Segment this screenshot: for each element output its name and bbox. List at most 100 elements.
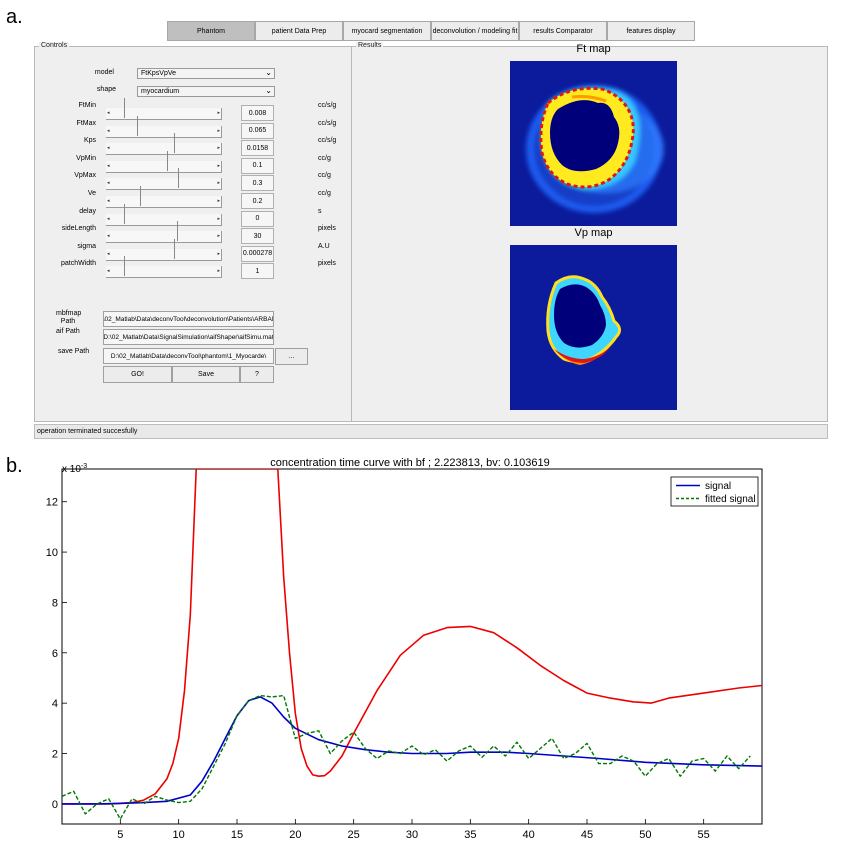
param-value-ftmax[interactable]: 0.065 (241, 122, 274, 139)
mbfmap-path-field[interactable]: D:\02_Matlab\Data\deconvTool\deconvoluti… (103, 311, 274, 327)
tab-patient-data-prep[interactable]: patient Data Prep (255, 21, 343, 41)
slider-right-arrow-icon[interactable]: ▸ (217, 110, 220, 116)
param-slider-vpmin[interactable]: ◂ ▸ (106, 150, 222, 173)
controls-title: Controls (39, 42, 70, 49)
y-tick-label: 10 (46, 547, 58, 559)
slider-right-arrow-icon[interactable]: ▸ (217, 127, 220, 134)
plot-area (61, 468, 763, 825)
param-slider-sidelength[interactable]: ◂ ▸ (106, 221, 222, 244)
save-button[interactable]: Save (172, 366, 240, 383)
go-button[interactable]: GO! (103, 366, 172, 383)
slider-left-arrow-icon[interactable]: ◂ (107, 250, 110, 257)
x-tick-label: 5 (117, 829, 123, 841)
slider-left-arrow-icon[interactable]: ◂ (107, 145, 110, 152)
param-unit-vpmin: cc/g (318, 154, 331, 162)
param-slider-ve[interactable]: ◂ ▸ (106, 186, 222, 208)
slider-left-arrow-icon[interactable]: ◂ (107, 268, 110, 275)
slider-thumb[interactable] (124, 256, 126, 277)
slider-thumb[interactable] (177, 221, 179, 242)
slider-right-arrow-icon[interactable]: ▸ (217, 145, 220, 152)
param-label-vpmin: VpMin (76, 154, 96, 162)
slider-left-arrow-icon[interactable]: ◂ (107, 215, 110, 222)
param-label-sigma: sigma (77, 242, 96, 250)
slider-thumb[interactable] (137, 115, 139, 136)
param-value-ve[interactable]: 0.2 (241, 193, 274, 209)
model-select[interactable]: FtKpsVpVe ⌄ (137, 68, 275, 79)
param-value-sigma[interactable]: 0.000278 (241, 245, 274, 262)
aif-path-field[interactable]: D:\02_Matlab\Data\SignalSimulation\aifSh… (103, 329, 274, 345)
slider-thumb[interactable] (178, 168, 180, 189)
slider-thumb[interactable] (124, 98, 126, 118)
tab-deconvolution[interactable]: deconvolution / modeling fit (431, 21, 519, 41)
slider-left-arrow-icon[interactable]: ◂ (107, 180, 110, 187)
slider-left-arrow-icon[interactable]: ◂ (107, 162, 110, 169)
param-value-kps[interactable]: 0.0158 (241, 140, 274, 157)
help-button[interactable]: ? (240, 366, 274, 383)
y-tick-label: 8 (52, 597, 58, 609)
figure-label-a: a. (6, 6, 23, 28)
browse-button[interactable]: ... (275, 348, 308, 365)
slider-right-arrow-icon[interactable]: ▸ (217, 198, 220, 204)
param-slider-ftmin[interactable]: ◂ ▸ (106, 98, 222, 120)
param-unit-ve: cc/g (318, 190, 331, 197)
slider-thumb[interactable] (140, 186, 142, 206)
param-unit-sidelength: pixels (318, 225, 336, 233)
mbfmap-path-label: mbfmap Path (56, 310, 81, 326)
param-slider-kps[interactable]: ◂ ▸ (106, 133, 222, 156)
shape-select[interactable]: myocardium ⌄ (137, 86, 275, 97)
param-slider-ftmax[interactable]: ◂ ▸ (106, 115, 222, 138)
model-label: model (94, 69, 114, 76)
x-tick-label: 40 (523, 829, 535, 841)
chart-legend: signal fitted signal (670, 476, 759, 507)
param-label-ve: Ve (87, 190, 96, 197)
x-tick-label: 20 (289, 829, 301, 841)
tab-phantom[interactable]: Phantom (167, 21, 255, 41)
slider-right-arrow-icon[interactable]: ▸ (217, 162, 220, 169)
param-unit-ftmax: cc/s/g (318, 119, 337, 127)
param-value-vpmax[interactable]: 0.3 (241, 175, 274, 192)
slider-thumb[interactable] (167, 150, 169, 171)
param-label-sidelength: sideLength (61, 225, 96, 233)
param-slider-delay[interactable]: ◂ ▸ (106, 203, 222, 226)
ft-map-title: Ft map (576, 43, 611, 55)
param-unit-patchwidth: pixels (318, 260, 336, 268)
param-value-vpmin[interactable]: 0.1 (241, 157, 274, 174)
mbfmap-path-label-line2: Path (60, 318, 76, 325)
slider-thumb[interactable] (174, 238, 176, 259)
slider-right-arrow-icon[interactable]: ▸ (217, 180, 220, 187)
y-tick-label: 6 (52, 648, 58, 660)
param-unit-kps: cc/s/g (318, 137, 337, 145)
param-unit-sigma: A.U (318, 242, 330, 250)
x-tick-label: 30 (406, 829, 418, 841)
ft-map-image (510, 61, 677, 226)
tab-results-comparator[interactable]: results Comparator (519, 21, 607, 41)
param-value-sidelength[interactable]: 30 (241, 228, 274, 245)
slider-left-arrow-icon[interactable]: ◂ (107, 110, 110, 116)
results-title: Results (356, 42, 384, 49)
save-path-field[interactable]: D:\02_Matlab\Data\deconvTool\phantom\1_M… (103, 348, 274, 364)
x-tick-label: 10 (173, 829, 185, 841)
slider-right-arrow-icon[interactable]: ▸ (217, 233, 220, 240)
slider-right-arrow-icon[interactable]: ▸ (217, 250, 220, 257)
slider-left-arrow-icon[interactable]: ◂ (107, 127, 110, 134)
slider-right-arrow-icon[interactable]: ▸ (217, 215, 220, 222)
param-value-delay[interactable]: 0 (241, 210, 274, 227)
y-tick-label: 0 (52, 799, 58, 811)
slider-left-arrow-icon[interactable]: ◂ (107, 233, 110, 240)
tab-features-display[interactable]: features display (607, 21, 695, 41)
vp-map-image (510, 245, 677, 410)
y-tick-label: 4 (52, 698, 58, 710)
param-slider-patchwidth[interactable]: ◂ ▸ (106, 256, 222, 279)
param-label-ftmin: FtMin (78, 102, 97, 109)
slider-right-arrow-icon[interactable]: ▸ (217, 268, 220, 275)
param-value-patchwidth[interactable]: 1 (241, 263, 274, 280)
slider-left-arrow-icon[interactable]: ◂ (107, 198, 110, 204)
param-slider-sigma[interactable]: ◂ ▸ (106, 238, 222, 261)
slider-thumb[interactable] (174, 133, 176, 154)
tab-myocard-segmentation[interactable]: myocard segmentation (343, 21, 431, 41)
fitted-signal-line (62, 694, 751, 820)
slider-thumb[interactable] (124, 203, 126, 224)
legend-box (670, 476, 759, 507)
param-value-ftmin[interactable]: 0.008 (241, 105, 274, 121)
param-slider-vpmax[interactable]: ◂ ▸ (106, 168, 222, 191)
